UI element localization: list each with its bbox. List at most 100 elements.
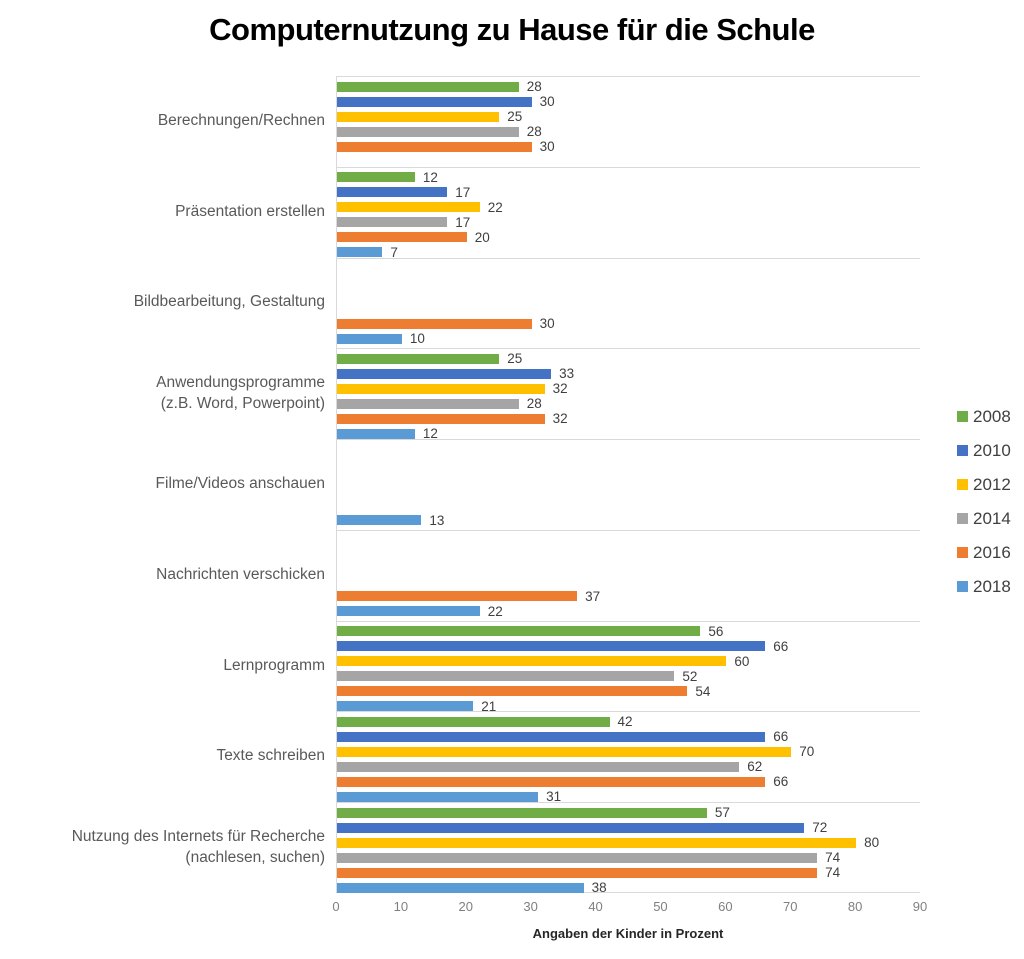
bar-slot: 80 [337, 835, 920, 850]
bar-2008 [337, 353, 500, 364]
bar-value-label: 72 [812, 820, 828, 836]
bar-value-label: 33 [559, 366, 575, 382]
bar-value-label: 30 [539, 139, 555, 154]
bar-2014 [337, 761, 740, 772]
category-row: Lernprogramm 56 66 60 52 54 21 [0, 620, 920, 714]
bar-2018 [337, 791, 539, 802]
bar-2018 [337, 247, 383, 258]
category-row: Texte schreiben 42 66 70 62 66 31 [0, 711, 920, 805]
bar-slot: 74 [337, 865, 920, 880]
bar-2008 [337, 807, 707, 818]
bar-slot: 32 [337, 411, 920, 426]
bar-2014 [337, 852, 818, 863]
category-label-line: Präsentation erstellen [175, 202, 325, 220]
category-row: Berechnungen/Rechnen 28 30 25 28 30 [0, 76, 920, 167]
bar-slot: 25 [337, 109, 920, 124]
bar-value-label: 12 [422, 426, 438, 442]
bar-2010 [337, 822, 805, 833]
bar-value-label: 60 [734, 653, 750, 669]
bar-value-label: 20 [474, 229, 490, 245]
bar-value-label: 10 [409, 331, 425, 347]
bar-slot [337, 302, 920, 316]
bar-value-label: 28 [526, 79, 542, 94]
bar-2018 [337, 428, 415, 439]
bar-2012 [337, 837, 857, 848]
bar-2012 [337, 111, 500, 122]
bar-rows: Berechnungen/Rechnen 28 30 25 28 30 Präsentati… [0, 76, 920, 895]
bar-slot: 38 [337, 880, 920, 895]
bar-slot: 22 [337, 200, 920, 215]
x-axis-ticks: 0 10 20 30 40 50 60 70 80 90 [332, 894, 927, 915]
bar-value-label: 22 [487, 199, 503, 215]
bar-value-label: 25 [507, 109, 523, 124]
bar-value-label: 70 [799, 744, 815, 760]
bar-2012 [337, 383, 545, 394]
bar-value-label: 28 [526, 124, 542, 139]
legend-item-2008: 2008 [957, 407, 1011, 426]
x-tick-label: 0 [332, 899, 340, 915]
category-label-line: Lernprogramm [223, 656, 325, 674]
category-label-line: Berechnungen/Rechnen [157, 111, 325, 129]
bar-value-label: 56 [708, 623, 724, 639]
bar-slot: 25 [337, 351, 920, 366]
bar-slot [337, 547, 920, 561]
bar-slot: 33 [337, 366, 920, 381]
bar-2008 [337, 81, 519, 92]
bar-slot: 12 [337, 426, 920, 441]
bar-2018 [337, 333, 402, 344]
bar-slot: 17 [337, 185, 920, 200]
category-label-line: Texte schreiben [216, 747, 325, 765]
bar-value-label: 17 [455, 214, 471, 230]
bar-2014 [337, 126, 519, 137]
bar-value-label: 31 [546, 789, 562, 805]
bar-value-label: 22 [487, 603, 503, 619]
bar-slot: 66 [337, 639, 920, 654]
bar-2016 [337, 867, 818, 878]
legend-swatch-icon [957, 581, 968, 592]
x-tick-label: 60 [718, 899, 733, 915]
bar-2016 [337, 413, 545, 424]
x-tick-label: 70 [782, 899, 798, 915]
bar-value-label: 12 [422, 169, 438, 185]
category-label: Präsentation erstellen [0, 167, 336, 258]
legend-label: 2014 [973, 508, 1011, 528]
bar-slot: 37 [337, 589, 920, 604]
bar-value-label: 66 [773, 774, 789, 790]
bar-value-label: 13 [429, 512, 445, 528]
legend-item-2012: 2012 [957, 475, 1011, 494]
bar-value-label: 57 [714, 805, 730, 821]
category-plot-cell: 37 22 [336, 529, 920, 621]
bar-slot [337, 470, 920, 484]
bar-slot: 30 [337, 139, 920, 154]
bar-slot: 13 [337, 513, 920, 528]
category-label: Filme/Videos anschauen [0, 439, 336, 530]
bar-slot: 28 [337, 124, 920, 139]
legend-swatch-icon [957, 479, 968, 490]
bar-slot [337, 499, 920, 513]
bar-slot: 74 [337, 850, 920, 865]
bar-2018 [337, 515, 422, 526]
bar-slot: 20 [337, 230, 920, 245]
legend-label: 2010 [973, 440, 1011, 460]
bar-value-label: 66 [773, 638, 789, 654]
category-plot-cell: 30 10 [336, 257, 920, 349]
bar-value-label: 30 [539, 94, 555, 109]
bar-2016 [337, 686, 688, 697]
bar-2014 [337, 671, 675, 682]
x-tick-label: 80 [847, 899, 863, 915]
category-row: Nachrichten verschicken 37 22 [0, 529, 920, 621]
bar-2016 [337, 776, 766, 787]
bar-slot: 22 [337, 604, 920, 619]
category-row: Filme/Videos anschauen 13 [0, 439, 920, 530]
legend-item-2018: 2018 [957, 576, 1011, 596]
bar-value-label: 74 [825, 865, 841, 881]
bar-2010 [337, 368, 552, 379]
category-label: Anwendungsprogramme (z.B. Word, Powerpoin… [0, 348, 336, 439]
bar-value-label: 7 [390, 244, 398, 260]
legend: 2008 2010 2012 2014 2016 2018 [957, 407, 1011, 596]
legend-swatch-icon [957, 547, 968, 558]
legend-label: 2018 [973, 576, 1011, 596]
bar-slot [337, 442, 920, 456]
bar-slot: 62 [337, 759, 920, 774]
bar-value-label: 80 [864, 835, 880, 851]
